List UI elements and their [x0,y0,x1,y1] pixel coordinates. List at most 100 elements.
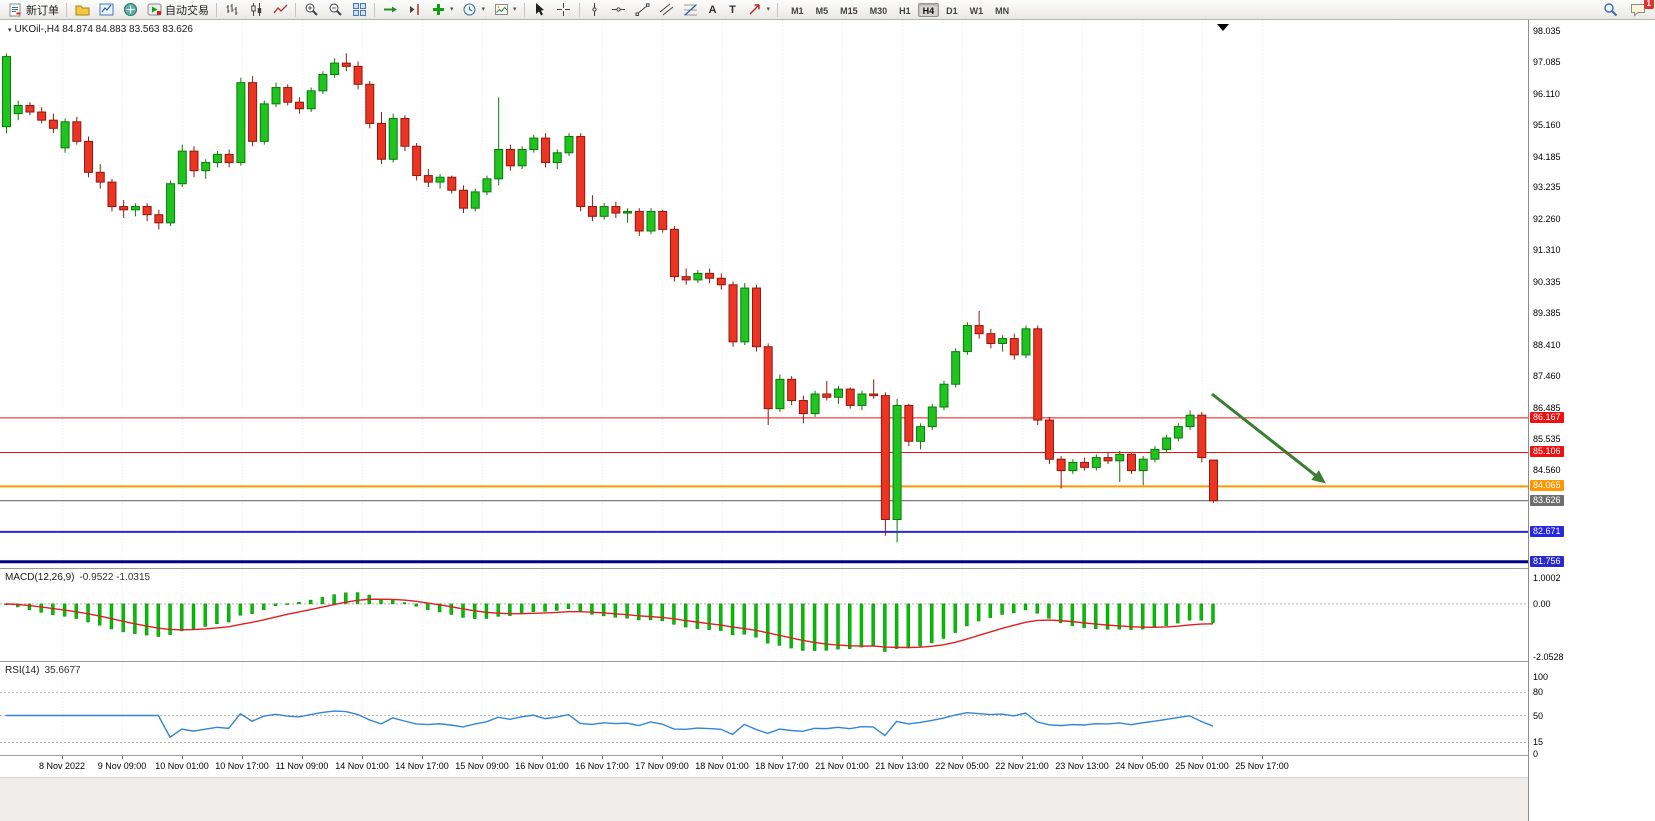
price-level-badge[interactable]: 84.065 [1530,480,1564,492]
text-tool[interactable]: A [703,1,723,19]
timeframe-h4[interactable]: H4 [917,2,940,17]
price-level-badge[interactable]: 82.671 [1530,525,1564,537]
macd-histogram-bar [648,603,653,621]
candlestick [283,84,293,106]
navigator-button[interactable] [118,1,142,19]
candlestick-chart-button[interactable] [244,1,268,19]
timeframe-m5[interactable]: M5 [815,5,829,16]
panel-separator[interactable] [0,661,1655,662]
bar-chart-button[interactable] [220,1,244,19]
price-axis[interactable]: 98.035 97.085 96.110 95.160 94.185 93.235 92.2… [1528,20,1655,821]
zoom-in-button[interactable] [299,1,323,19]
templates-button[interactable]: ▾ [489,1,521,19]
macd-histogram-bar [742,603,746,635]
time-axis-label: 21 Nov 13:00 [875,761,929,771]
symbol-dropdown-icon[interactable]: ▾ [8,26,12,34]
rsi-panel[interactable] [0,662,1528,755]
timeframe-m1[interactable]: M1 [791,5,804,16]
zoom-in-icon [303,2,319,17]
zoom-out-icon [327,2,343,17]
macd-histogram-bar [449,603,454,615]
toolbar: 新订单 自动交易 [0,0,1655,20]
time-axis-tick [962,756,963,759]
price-level-badge[interactable]: 86.167 [1530,411,1564,423]
chart-shift-marker[interactable] [1217,24,1229,31]
candlestick [212,151,222,168]
time-axis-tick [722,756,723,759]
new-order-button[interactable]: 新订单 [3,1,63,19]
dropdown-caret: ▾ [450,6,454,13]
text-label-tool[interactable]: T [723,1,743,19]
timeframe-h1[interactable]: H1 [899,5,911,16]
candlestick [154,209,164,230]
chart-shift-button[interactable] [402,1,426,19]
macd-histogram-bar [578,603,582,612]
window-bottom-area [0,777,1655,821]
candlestick [341,53,351,72]
macd-histogram-bar [180,603,184,632]
price-axis-label: 86.485 [1533,402,1561,413]
auto-scroll-icon [382,2,398,17]
time-axis-tick [242,756,243,759]
macd-histogram-bar [215,603,219,625]
candlestick [271,82,281,108]
panel-separator[interactable] [0,568,1655,569]
search-button[interactable] [1598,1,1622,19]
candlestick [517,146,527,170]
notifications-button[interactable]: 1 [1626,0,1654,19]
macd-histogram-bar [262,603,266,611]
trendline-icon [635,2,651,17]
macd-histogram-bar [660,603,664,622]
price-level-badge[interactable]: 81.756 [1530,555,1564,567]
timeframe-m30[interactable]: M30 [869,5,888,16]
macd-histogram-bar [1164,603,1168,626]
macd-histogram-bar [754,603,758,638]
horizontal-line-tool[interactable] [607,1,631,19]
time-axis-label: 16 Nov 01:00 [515,761,569,771]
timeframe-d1[interactable]: D1 [946,5,958,16]
price-level-badge[interactable]: 85.106 [1530,446,1564,458]
line-chart-button[interactable] [268,1,292,19]
zoom-out-button[interactable] [323,1,347,19]
timeframe-m15[interactable]: M15 [840,5,858,16]
timeframe-mn[interactable]: MN [995,5,1010,16]
time-axis-label: 15 Nov 09:00 [455,761,509,771]
candlestick [107,178,117,212]
fibonacci-tool[interactable] [679,1,703,19]
cursor-button[interactable] [528,1,552,19]
candlestick [494,97,504,186]
crosshair-button[interactable] [552,1,576,19]
candlestick [119,200,129,218]
periods-button[interactable]: ▾ [458,1,490,19]
arrows-tool[interactable]: ▾ [743,1,775,19]
autotrading-button[interactable]: 自动交易 [142,1,213,19]
auto-scroll-button[interactable] [378,1,402,19]
trend-arrow[interactable] [1211,392,1326,484]
dropdown-caret: ▾ [766,6,771,13]
rsi-line [6,710,1214,739]
time-axis[interactable]: 8 Nov 2022 9 Nov 09:00 10 Nov 01:00 10 Nov … [0,756,1528,777]
vertical-line-tool[interactable] [583,1,607,19]
macd-panel[interactable] [0,569,1528,661]
macd-histogram-bar [402,602,407,605]
price-level-badge[interactable]: 83.626 [1530,494,1564,506]
indicators-button[interactable]: ▾ [426,1,458,19]
profiles-button[interactable] [70,1,94,19]
channel-tool[interactable] [655,1,679,19]
candlestick [95,164,105,189]
market-watch-button[interactable] [94,1,118,19]
candlestick [634,208,644,236]
tile-windows-button[interactable] [347,1,371,19]
macd-histogram-bar [1187,603,1192,621]
crosshair-icon [556,2,572,17]
main-chart[interactable] [0,20,1528,568]
price-axis-label: 91.310 [1533,245,1561,256]
horizontal-line-icon [611,2,627,17]
time-axis-tick [422,756,423,759]
macd-histogram-bar [765,603,770,644]
candlestick [259,100,269,145]
timeframe-w1[interactable]: W1 [969,5,984,16]
trendline-tool[interactable] [631,1,655,19]
panel-separator[interactable] [0,755,1655,756]
macd-histogram-bar [519,603,524,615]
